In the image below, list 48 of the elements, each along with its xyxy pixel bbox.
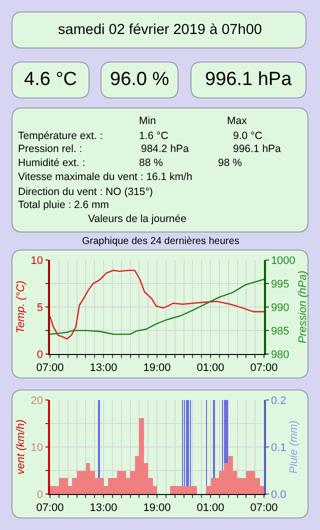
text: Total pluie : 2.6 mm: [18, 199, 110, 211]
y2-tick-label: 0.1: [270, 442, 286, 454]
y-tick-label: 0: [36, 488, 44, 501]
text: 96.0 %: [110, 69, 170, 90]
text: Max: [227, 115, 248, 127]
y-axis-title: vent (km/h): [14, 419, 27, 475]
y-tick-label: 0: [36, 348, 44, 361]
text: 996.1 hPa: [205, 69, 292, 90]
text: Min: [139, 115, 156, 127]
x-tick-label: 13:00: [90, 502, 118, 514]
y2-tick-label: 990: [270, 302, 290, 314]
y2-tick-label: 980: [270, 348, 290, 361]
text: 996.1 hPa: [233, 143, 282, 155]
text: 98 %: [218, 157, 242, 169]
x-tick-label: 01:00: [196, 362, 224, 374]
x-tick-label: 01:00: [196, 502, 224, 514]
y2-tick-label: 0.2: [270, 394, 286, 407]
y2-tick-label: 985: [270, 325, 290, 338]
text: Humidité ext. :: [18, 157, 86, 169]
y2-tick-label: 995: [270, 278, 290, 290]
x-tick-label: 07:00: [36, 502, 64, 514]
text: samedi 02 février 2019 à 07h00: [58, 22, 262, 38]
y2-tick-label: 1000: [270, 254, 296, 267]
x-tick-label: 13:00: [90, 362, 118, 374]
text: 1.6 °C: [139, 130, 169, 142]
x-tick-label: 07:00: [36, 362, 64, 374]
text: 984.2 hPa: [141, 143, 190, 155]
text: Pression rel. :: [18, 143, 82, 155]
chart-title: Graphique des 24 dernières heures: [82, 236, 240, 247]
text: Température ext. :: [18, 130, 103, 142]
x-tick-label: 07:00: [250, 362, 278, 374]
y-tick-label: 5: [36, 302, 44, 314]
text: 9.0 °C: [233, 130, 263, 142]
y-axis-title: Temp. (°C): [14, 280, 27, 334]
y2-tick-label: 0.0: [270, 488, 286, 501]
y2-axis-title: Pression (hPa): [297, 270, 310, 344]
y-tick-label: 10: [30, 442, 44, 454]
text: 88 %: [139, 157, 163, 169]
text: Vitesse maximale du vent : 16.1 km/h: [18, 171, 192, 183]
x-tick-label: 19:00: [143, 502, 171, 514]
y2-axis-title: Pluie (mm): [288, 420, 300, 474]
text: Valeurs de la journée: [88, 213, 187, 225]
x-tick-label: 19:00: [143, 362, 171, 374]
y-tick-label: 10: [30, 254, 44, 267]
x-tick-label: 07:00: [250, 502, 278, 514]
text: 4.6 °C: [24, 69, 78, 90]
y-tick-label: 20: [30, 394, 44, 407]
text: Direction du vent : NO (315°): [18, 186, 153, 198]
